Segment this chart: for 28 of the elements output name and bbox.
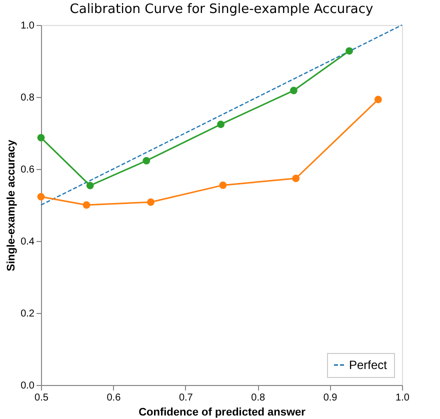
x-tick-label: 0.8 — [251, 392, 266, 404]
point — [147, 198, 154, 206]
x-tick-label: 0.5 — [34, 392, 49, 404]
legend-label: Perfect — [349, 358, 388, 372]
x-tick-label: 0.7 — [178, 392, 194, 404]
point — [374, 96, 382, 104]
point — [346, 47, 353, 55]
point — [217, 120, 224, 128]
point — [219, 182, 227, 189]
y-tick-label: 0.4 — [20, 236, 35, 248]
y-tick-label: 1.0 — [20, 20, 35, 32]
x-axis-title: Confidence of predicted answer — [138, 406, 306, 418]
y-tick-label: 0.2 — [20, 308, 35, 320]
x-tick-label: 0.6 — [106, 392, 122, 404]
y-tick-label: 0.8 — [20, 92, 35, 104]
x-tick-label: 1.0 — [396, 392, 410, 404]
point — [37, 134, 45, 142]
y-tick-label: 0.0 — [20, 380, 35, 392]
chart-title: Calibration Curve for Single-example Accuracy — [70, 2, 374, 17]
y-tick-label: 0.6 — [20, 164, 35, 176]
point — [290, 86, 298, 94]
point — [142, 157, 150, 164]
y-axis-title: Single-example accuracy — [6, 138, 18, 272]
point — [86, 182, 94, 190]
point — [82, 201, 90, 209]
point — [292, 174, 300, 182]
point — [37, 193, 45, 200]
x-tick-label: 0.9 — [323, 392, 338, 404]
